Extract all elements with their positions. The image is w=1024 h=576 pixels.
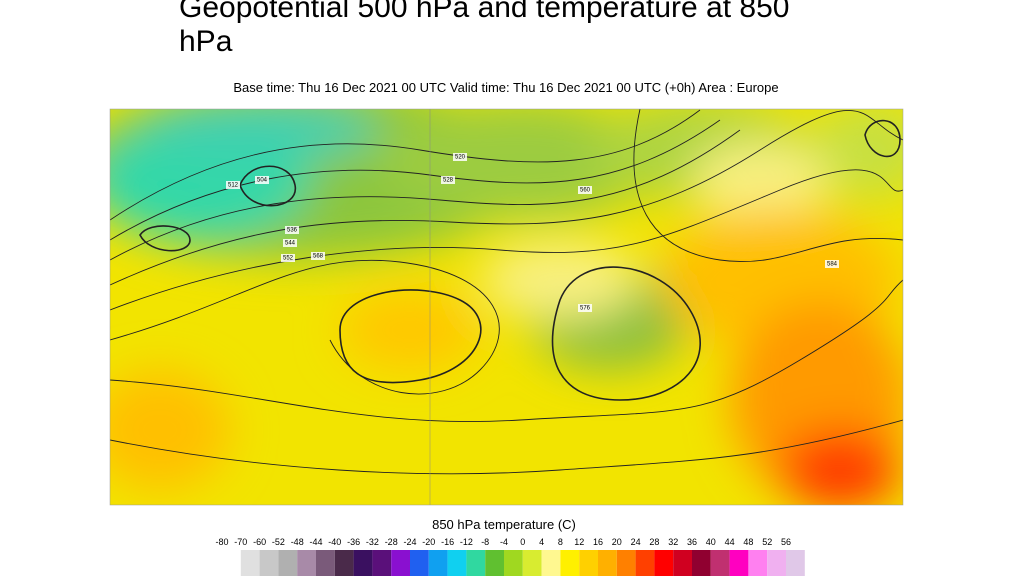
contour-label-bg bbox=[578, 186, 592, 194]
contour-label: 584 bbox=[827, 262, 838, 268]
colorbar-swatch bbox=[710, 550, 730, 576]
contour-label-bg bbox=[281, 254, 295, 262]
contour-label: 576 bbox=[580, 306, 591, 312]
colorbar-title: 850 hPa temperature (C) bbox=[432, 517, 576, 532]
colorbar-swatch bbox=[541, 550, 561, 576]
colorbar-swatch bbox=[748, 550, 768, 576]
colorbar-tick-label: 56 bbox=[781, 537, 791, 547]
contour-label: 504 bbox=[257, 178, 268, 184]
colorbar-swatch bbox=[522, 550, 542, 576]
colorbar-swatch bbox=[410, 550, 429, 576]
colorbar-tick-label: 24 bbox=[631, 537, 641, 547]
colorbar-tick-label: -12 bbox=[460, 537, 473, 547]
colorbar-tick-label: -70 bbox=[234, 537, 247, 547]
contour-label-bg bbox=[578, 304, 592, 312]
colorbar-tick-label: 12 bbox=[574, 537, 584, 547]
colorbar-swatch bbox=[616, 550, 636, 576]
colorbar-tick-label: -20 bbox=[422, 537, 435, 547]
colorbar-tick-label: 28 bbox=[649, 537, 659, 547]
colorbar-tick-label: 44 bbox=[725, 537, 735, 547]
contour-label-bg bbox=[226, 181, 240, 189]
contour-label-bg bbox=[825, 260, 839, 268]
colorbar-tick-label: -32 bbox=[366, 537, 379, 547]
colorbar-tick-label: 16 bbox=[593, 537, 603, 547]
contour-label: 520 bbox=[455, 155, 466, 161]
colorbar-swatch bbox=[391, 550, 410, 576]
colorbar-tick-label: -48 bbox=[291, 537, 304, 547]
colorbar-swatch bbox=[635, 550, 655, 576]
colorbar-swatch bbox=[447, 550, 467, 576]
colorbar-swatch bbox=[504, 550, 523, 576]
contour-label: 536 bbox=[287, 228, 298, 234]
colorbar-swatch bbox=[466, 550, 486, 576]
colorbar-tick-label: -80 bbox=[215, 537, 228, 547]
title: Geopotential 500 hPa and temperature at … bbox=[179, 0, 790, 58]
colorbar-tick-label: 52 bbox=[762, 537, 772, 547]
colorbar-tick-label: 48 bbox=[743, 537, 753, 547]
colorbar-tick-label: -60 bbox=[253, 537, 266, 547]
colorbar-tick-label: -44 bbox=[309, 537, 322, 547]
colorbar-swatch bbox=[297, 550, 316, 576]
colorbar-swatch bbox=[372, 550, 392, 576]
colorbar-swatch bbox=[560, 550, 580, 576]
colorbar-tick-label: 20 bbox=[612, 537, 622, 547]
contour-label-bg bbox=[453, 153, 467, 161]
map bbox=[110, 109, 903, 505]
colorbar-tick-label: 4 bbox=[539, 537, 544, 547]
colorbar-tick-label: -36 bbox=[347, 537, 360, 547]
colorbar-swatch bbox=[786, 550, 805, 576]
contour-label: 512 bbox=[228, 183, 239, 189]
contour-label: 544 bbox=[285, 241, 296, 247]
subtitle: Base time: Thu 16 Dec 2021 00 UTC Valid … bbox=[233, 80, 779, 95]
contour-label: 528 bbox=[443, 178, 454, 184]
colorbar-swatch bbox=[692, 550, 711, 576]
colorbar-tick-label: 32 bbox=[668, 537, 678, 547]
map-frame bbox=[109, 108, 904, 506]
colorbar-swatch bbox=[353, 550, 373, 576]
contour-label-bg bbox=[285, 226, 299, 234]
colorbar-tick-label: -8 bbox=[481, 537, 489, 547]
contour-label-bg bbox=[255, 176, 269, 184]
colorbar-tick-label: -24 bbox=[403, 537, 416, 547]
contour-label: 552 bbox=[283, 256, 294, 262]
colorbar-swatch bbox=[428, 550, 448, 576]
colorbar-swatch bbox=[259, 550, 279, 576]
colorbar-tick-label: 8 bbox=[558, 537, 563, 547]
colorbar-swatch bbox=[767, 550, 786, 576]
colorbar-swatch bbox=[316, 550, 335, 576]
contour-label-bg bbox=[441, 176, 455, 184]
colorbar-swatch bbox=[673, 550, 692, 576]
colorbar-swatch bbox=[334, 550, 354, 576]
contour-label: 568 bbox=[313, 254, 324, 260]
contour-label-bg bbox=[311, 252, 325, 260]
colorbar-swatch bbox=[240, 550, 260, 576]
contour-label: 560 bbox=[580, 188, 591, 194]
colorbar-tick-label: -4 bbox=[500, 537, 508, 547]
colorbar-swatch bbox=[598, 550, 617, 576]
colorbar-tick-label: -52 bbox=[272, 537, 285, 547]
colorbar-swatch bbox=[278, 550, 298, 576]
colorbar-tick-label: -16 bbox=[441, 537, 454, 547]
colorbar-tick-label: -28 bbox=[385, 537, 398, 547]
colorbar-tick-label: -40 bbox=[328, 537, 341, 547]
colorbar-swatch bbox=[579, 550, 598, 576]
colorbar-swatch bbox=[654, 550, 674, 576]
contour-label-bg bbox=[283, 239, 297, 247]
colorbar-swatch bbox=[729, 550, 749, 576]
colorbar-tick-label: 36 bbox=[687, 537, 697, 547]
colorbar-tick-label: 40 bbox=[706, 537, 716, 547]
colorbar-tick-label: 0 bbox=[520, 537, 525, 547]
colorbar-swatch bbox=[485, 550, 504, 576]
